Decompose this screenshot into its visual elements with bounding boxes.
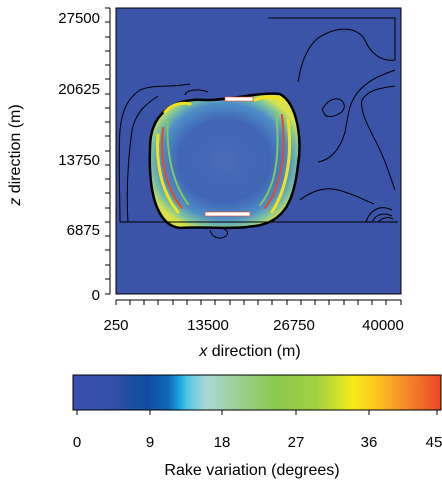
x-tick-label: 40000 xyxy=(362,317,404,334)
colorbar-tick-label: 27 xyxy=(288,434,305,451)
y-tick-label: 27500 xyxy=(58,10,100,27)
rupture-patch xyxy=(148,92,301,230)
x-axis-title-rest: direction (m) xyxy=(207,343,300,360)
y-minor-ticks xyxy=(105,7,110,295)
colorbar-tick-label: 9 xyxy=(146,434,154,451)
colorbar-ticks xyxy=(76,410,438,415)
contour-lines xyxy=(118,17,398,239)
colorbar-tick-label: 0 xyxy=(73,434,81,451)
y-tick-label: 20625 xyxy=(58,81,100,98)
colorbar-label: Rake variation (degrees) xyxy=(164,462,339,479)
x-axis: 250 13500 26750 40000 x direction (m) xyxy=(103,299,404,360)
x-axis-title: x direction (m) xyxy=(198,343,300,360)
colorbar-gradient xyxy=(72,374,442,411)
y-tick-label: 0 xyxy=(92,287,100,304)
high-variation-streaks xyxy=(156,95,292,214)
colorbar-tick-label: 36 xyxy=(361,434,378,451)
y-axis-title-rest: direction (m) xyxy=(7,104,24,197)
y-tick-label: 6875 xyxy=(67,222,100,239)
x-tick-label: 250 xyxy=(103,317,128,334)
plot-frame xyxy=(115,7,402,295)
colorbar-tick-label: 18 xyxy=(214,434,231,451)
y-tick-label: 13750 xyxy=(58,152,100,169)
x-minor-ticks xyxy=(115,300,402,305)
y-axis: 27500 20625 13750 6875 0 z direction (m) xyxy=(7,7,111,304)
x-tick-label: 26750 xyxy=(273,317,315,334)
patch-top-bar xyxy=(224,96,254,102)
colorbar-tick-label: 45 xyxy=(426,434,442,451)
x-axis-title-var: x xyxy=(198,343,208,360)
heatmap-plot xyxy=(115,7,402,295)
y-axis-title: z direction (m) xyxy=(7,104,24,206)
patch-bottom-bar xyxy=(204,211,251,217)
colorbar: 0 9 18 27 36 45 Rake variation (degrees) xyxy=(72,374,442,479)
y-axis-title-var: z xyxy=(7,198,24,207)
x-tick-label: 13500 xyxy=(187,317,229,334)
